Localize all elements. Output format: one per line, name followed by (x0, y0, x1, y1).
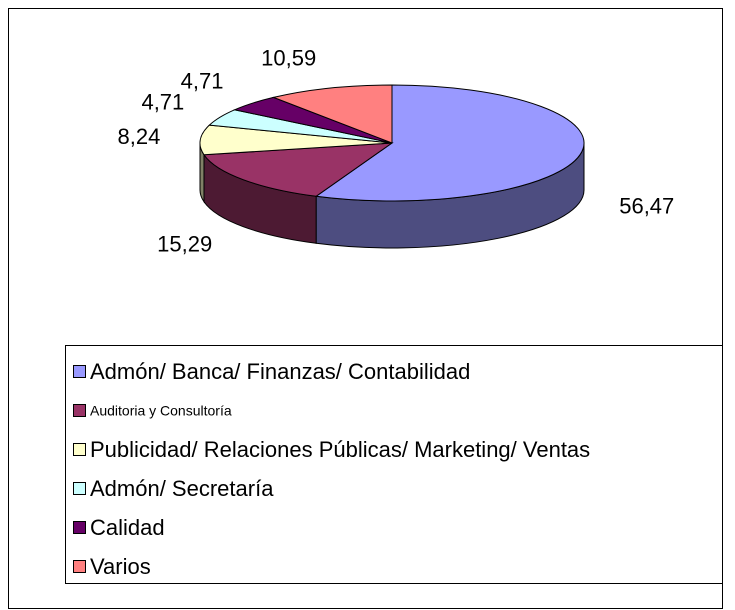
legend-swatch (73, 365, 86, 378)
legend-swatch (73, 482, 86, 495)
data-label: 15,29 (157, 231, 212, 256)
data-label: 56,47 (619, 194, 674, 219)
data-label: 4,71 (181, 68, 224, 93)
legend-label: Publicidad/ Relaciones Públicas/ Marketi… (90, 437, 590, 462)
legend-frame (65, 345, 723, 584)
legend-label: Admón/ Banca/ Finanzas/ Contabilidad (90, 359, 470, 384)
legend-swatch (73, 443, 86, 456)
slice (314, 84, 585, 202)
legend-label: Calidad (90, 515, 165, 540)
legend-label: Admón/ Secretaría (90, 476, 274, 501)
slice-sides (199, 142, 585, 249)
data-label: 8,24 (118, 124, 161, 149)
slice (271, 84, 393, 144)
legend-label: Auditoria y Consultoría (90, 403, 232, 419)
data-label: 4,71 (141, 90, 184, 115)
slice (203, 142, 394, 197)
slice (199, 124, 393, 156)
legend-swatch (73, 521, 86, 534)
data-label: 10,59 (261, 46, 316, 71)
legend-label: Varios (90, 554, 151, 579)
legend-swatch (73, 404, 86, 417)
legend-swatch (73, 560, 86, 573)
